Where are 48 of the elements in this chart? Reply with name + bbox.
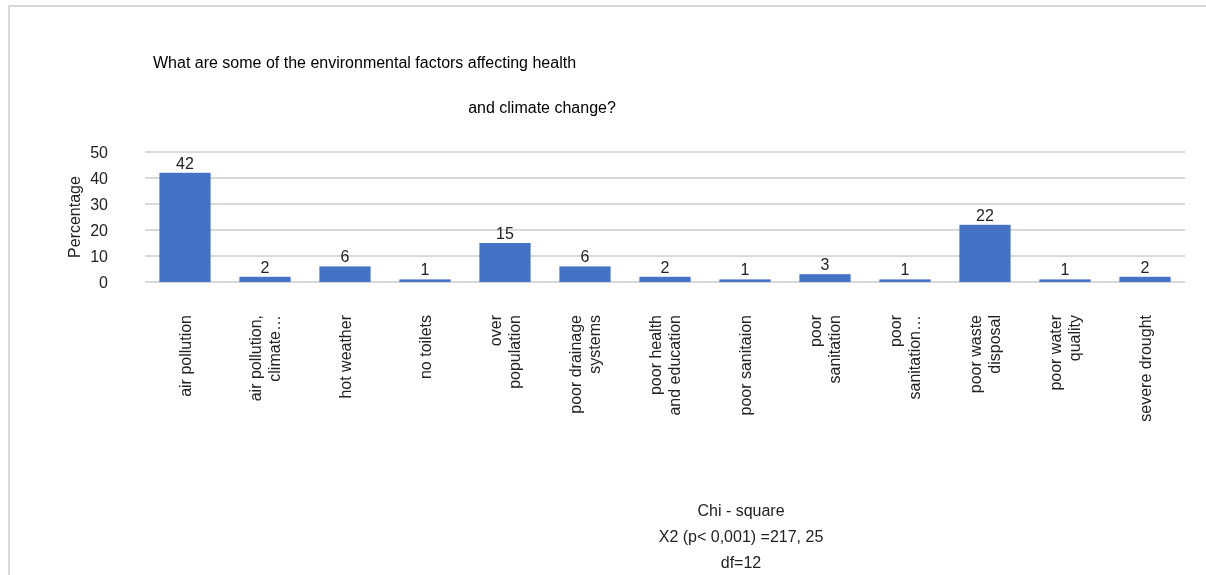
text: Chi - square	[697, 502, 785, 519]
bar	[1039, 279, 1091, 282]
bar	[239, 276, 291, 282]
y-axis-title: Percentage	[66, 175, 83, 258]
data-label: 42	[176, 154, 194, 172]
data-label: 2	[260, 258, 270, 276]
bar	[959, 224, 1011, 282]
data-label: 15	[496, 225, 514, 242]
bar	[719, 279, 771, 282]
bar	[559, 266, 611, 282]
x-tick-label: poor waste disposal	[967, 314, 1004, 394]
chart-title: What are some of the environmental factors affecting health and climate change?	[153, 54, 616, 116]
data-label: 1	[420, 261, 430, 279]
bar	[159, 172, 211, 282]
x-tick-label: poor sanitation…	[887, 314, 924, 400]
data-label: 1	[740, 261, 750, 279]
bar	[879, 279, 931, 282]
bar	[479, 243, 531, 282]
y-tick-label: 40	[90, 169, 109, 187]
x-tick-label: air pollution	[176, 315, 194, 397]
x-tick-label: poor drainage systems	[567, 314, 604, 414]
x-tick-label: air pollution, climate…	[247, 315, 284, 402]
y-tick-label: 0	[99, 273, 109, 291]
bar	[319, 266, 371, 282]
bar	[399, 279, 451, 282]
x-tick-label: severe drought	[1136, 314, 1154, 422]
data-label: 1	[1060, 261, 1070, 279]
data-label: 3	[820, 256, 830, 274]
bar	[1119, 276, 1171, 282]
x-tick-label: poor sanitation	[807, 314, 844, 384]
y-tick-label: 10	[90, 247, 109, 265]
x-tick-label: poor sanitaion	[736, 315, 754, 416]
x-tick-label: hot weather	[336, 314, 354, 399]
data-label: 6	[580, 248, 590, 266]
data-label: 1	[900, 261, 910, 279]
data-label: 6	[340, 248, 350, 266]
text: df=12	[720, 554, 762, 571]
data-label: 2	[660, 258, 670, 276]
x-tick-label: poor water quality	[1047, 314, 1084, 391]
y-tick-label: 50	[90, 143, 109, 161]
text: X2 (p< 0,001) =217, 25	[658, 528, 824, 545]
bar	[799, 274, 851, 282]
x-tick-label: no toilets	[416, 315, 434, 380]
y-tick-label: 30	[90, 195, 109, 213]
y-tick-label: 20	[90, 221, 109, 239]
data-label: 2	[1140, 258, 1150, 276]
bar	[639, 276, 691, 282]
data-label: 22	[976, 206, 994, 224]
